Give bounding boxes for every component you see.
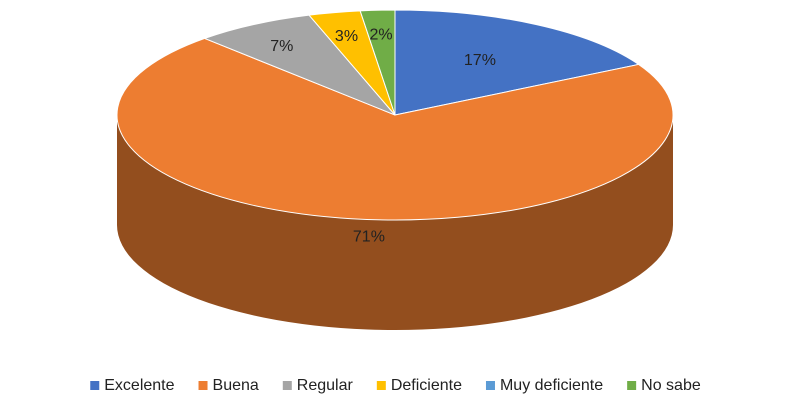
data-label: 2%	[369, 26, 392, 43]
legend-label: No sabe	[641, 377, 701, 394]
slice	[116, 37, 674, 221]
legend-swatch	[90, 381, 100, 390]
legend-swatch	[627, 381, 637, 390]
slice	[359, 9, 396, 116]
legend-label: Muy deficiente	[500, 377, 603, 394]
legend-label: Deficiente	[391, 377, 462, 394]
slice	[394, 9, 640, 116]
legend-label: Buena	[213, 377, 259, 394]
legend: Excelente Buena Regular Deficiente Muy defic…	[90, 377, 701, 394]
legend-swatch	[485, 381, 495, 390]
legend-swatch	[376, 381, 386, 390]
legend-swatch	[282, 381, 292, 390]
legend-swatch	[198, 381, 208, 390]
data-label: 3%	[335, 28, 358, 45]
data-label: 71%	[353, 228, 385, 245]
legend-label: Regular	[297, 377, 354, 394]
data-label: 7%	[270, 38, 293, 55]
slice-side	[117, 115, 673, 330]
slice	[203, 14, 396, 116]
legend-label: Excelente	[104, 377, 174, 394]
data-label: 17%	[464, 52, 496, 69]
